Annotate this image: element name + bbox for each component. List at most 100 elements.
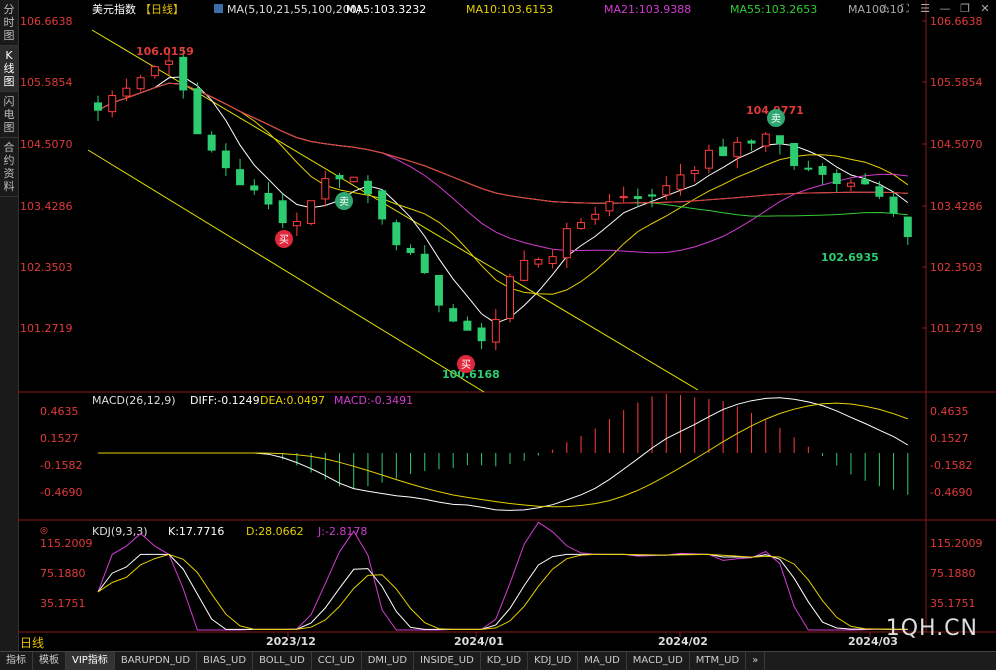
candle-body <box>633 196 642 199</box>
candle-body <box>591 213 600 220</box>
kdj-tick-right: 35.1751 <box>930 597 976 610</box>
low-label: 102.6935 <box>821 251 879 264</box>
tab-cci[interactable]: CCI_UD <box>312 652 362 670</box>
tab-more[interactable]: » <box>746 652 766 670</box>
candle-body <box>307 200 316 225</box>
candle-body <box>292 221 301 227</box>
price-tick-left: 101.2719 <box>20 322 73 335</box>
ma-toggle-icon <box>214 4 223 13</box>
warning-icon[interactable]: ⚠ <box>880 2 890 15</box>
date-tick: 2024/03 <box>848 635 898 648</box>
price-tick-left: 105.5854 <box>20 76 73 89</box>
kdj-d-line <box>97 553 908 630</box>
candle-body <box>846 182 855 187</box>
kline-chart[interactable]: 美元指数 【日线】 MA(5,10,21,55,100,200)MA5:103.32… <box>18 0 996 650</box>
macd-dea-line <box>98 402 908 508</box>
macd-tick-left: 0.1527 <box>40 432 79 445</box>
macd-tick-left: 0.4635 <box>40 405 79 418</box>
trend-line-lower <box>87 149 485 393</box>
tab-mtm[interactable]: MTM_UD <box>690 652 747 670</box>
candle-body <box>818 166 827 175</box>
candle-body <box>449 308 458 322</box>
kdj-tick-left: 35.1751 <box>40 597 86 610</box>
price-tick-left: 102.3503 <box>20 261 73 274</box>
tab-kd[interactable]: KD_UD <box>481 652 529 670</box>
candle-body <box>179 56 188 91</box>
price-tick-right: 105.5854 <box>930 76 983 89</box>
candle-body <box>349 176 358 183</box>
candle-body <box>690 170 699 175</box>
buy-signal-icon <box>275 230 293 248</box>
kdj-tick-left: 75.1880 <box>40 567 86 580</box>
restore-icon[interactable]: ❐ <box>960 2 970 15</box>
candle-body <box>534 258 543 265</box>
kdj-j-line <box>97 521 908 631</box>
close-icon[interactable]: ✕ <box>980 2 990 15</box>
list-icon[interactable]: ☰ <box>920 2 930 15</box>
period-label[interactable]: 日线 <box>20 636 45 650</box>
candle-body <box>477 327 486 342</box>
candle-body <box>861 179 870 185</box>
tab-vip-indicator[interactable]: VIP指标 <box>66 652 115 670</box>
buy-signal-icon <box>457 355 475 373</box>
tab-boll[interactable]: BOLL_UD <box>253 652 312 670</box>
tab-template[interactable]: 模板 <box>33 652 66 670</box>
candle-body <box>832 173 841 185</box>
tab-time-chart[interactable]: 分时图 <box>0 0 18 46</box>
candle-body <box>264 192 273 205</box>
candle-body <box>236 169 245 186</box>
trend-line-upper <box>91 29 699 391</box>
tab-indicator[interactable]: 指标 <box>0 652 33 670</box>
candle-body <box>193 88 202 135</box>
macd-title: MACD(26,12,9) <box>92 394 176 407</box>
moving-average-line <box>97 82 908 204</box>
buy-signal-text: 买 <box>279 234 289 246</box>
sell-signal-text: 卖 <box>771 113 781 125</box>
sell-signal-icon <box>335 192 353 210</box>
low-label: 100.6168 <box>442 368 500 381</box>
tab-contract-info[interactable]: 合约资料 <box>0 138 18 197</box>
tab-macd[interactable]: MACD_UD <box>627 652 690 670</box>
ma-value: MA10:103.6153 <box>466 3 553 16</box>
candle-body <box>108 95 117 113</box>
date-tick: 2024/02 <box>658 635 708 648</box>
tab-kdj[interactable]: KDJ_UD <box>528 652 579 670</box>
minimize-icon[interactable]: — <box>939 2 951 15</box>
tab-barupdn[interactable]: BARUPDN_UD <box>115 652 198 670</box>
candle-body <box>406 247 415 254</box>
fullscreen-icon[interactable]: ⛶ <box>901 2 909 15</box>
sell-signal-text: 卖 <box>339 196 349 208</box>
candle-body <box>577 222 586 229</box>
macd-tick-right: -0.4690 <box>930 486 972 499</box>
candle-body <box>804 167 813 170</box>
macd-value: MACD:-0.3491 <box>334 394 413 407</box>
candle-body <box>761 133 770 147</box>
macd-tick-left: -0.1582 <box>40 459 82 472</box>
candle-body <box>378 190 387 220</box>
candle-body <box>463 320 472 331</box>
candle-body <box>363 180 372 195</box>
high-label: 106.0159 <box>136 45 194 58</box>
date-tick: 2024/01 <box>454 635 504 648</box>
tab-flash-chart[interactable]: 闪电图 <box>0 92 18 138</box>
macd-diff: DIFF:-0.1249 <box>190 394 260 407</box>
price-tick-right: 103.4286 <box>930 200 983 213</box>
candle-body <box>548 256 557 265</box>
tab-ma[interactable]: MA_UD <box>578 652 627 670</box>
tab-bias[interactable]: BIAS_UD <box>197 652 254 670</box>
candle-body <box>94 102 102 111</box>
kdj-tick-right: 75.1880 <box>930 567 976 580</box>
macd-diff-line <box>98 397 909 511</box>
candle-body <box>562 228 571 259</box>
candle-body <box>491 319 500 343</box>
tab-kline-chart[interactable]: K线图 <box>0 46 18 92</box>
macd-tick-right: -0.1582 <box>930 459 972 472</box>
price-tick-left: 104.5070 <box>20 138 73 151</box>
kdj-k-line <box>97 553 908 630</box>
tab-inside[interactable]: INSIDE_UD <box>414 652 481 670</box>
kdj-d: D:28.0662 <box>246 525 304 538</box>
candle-body <box>520 259 529 281</box>
tab-dmi[interactable]: DMI_UD <box>362 652 415 670</box>
macd-dea: DEA:0.0497 <box>260 394 325 407</box>
ma-value: MA100:10 <box>848 3 904 16</box>
